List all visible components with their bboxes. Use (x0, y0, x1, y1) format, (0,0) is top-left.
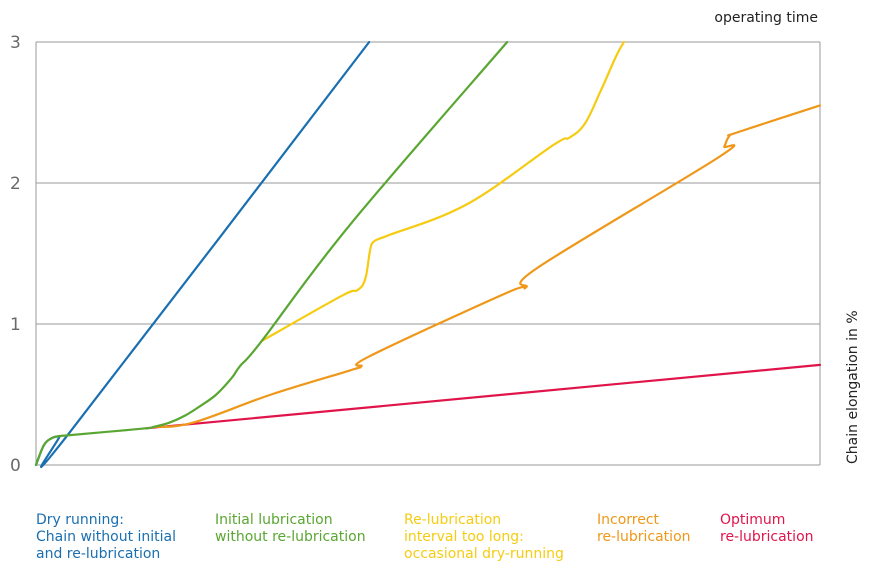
y-tick-label-1: 1 (10, 315, 21, 335)
y-tick-labels: 0 1 2 3 (10, 33, 21, 476)
legend-item-dry-running: Dry running: Chain without initial and r… (36, 512, 177, 562)
y-axis-label: Chain elongation in % (845, 310, 861, 464)
legend-item-initial-lubrication: Initial lubrication without re-lubricati… (215, 512, 366, 545)
series-line-4 (144, 363, 822, 430)
legend-item-incorrect-relubrication: Incorrect re-lubrication (597, 512, 691, 545)
y-tick-label-2: 2 (10, 174, 21, 194)
series-line-1 (34, 40, 509, 467)
series-line-2 (260, 40, 626, 343)
series-line-3 (152, 104, 822, 429)
legend-item-optimum-relubrication: Optimum re-lubrication (720, 512, 814, 545)
series-lines (34, 40, 822, 468)
legend-item-relubrication-interval: Re-lubrication interval too long: occasi… (404, 512, 564, 562)
y-tick-label-0: 0 (10, 456, 21, 476)
x-axis-label: operating time (714, 10, 818, 26)
y-tick-label-3: 3 (10, 33, 21, 53)
gridlines (35, 41, 821, 466)
